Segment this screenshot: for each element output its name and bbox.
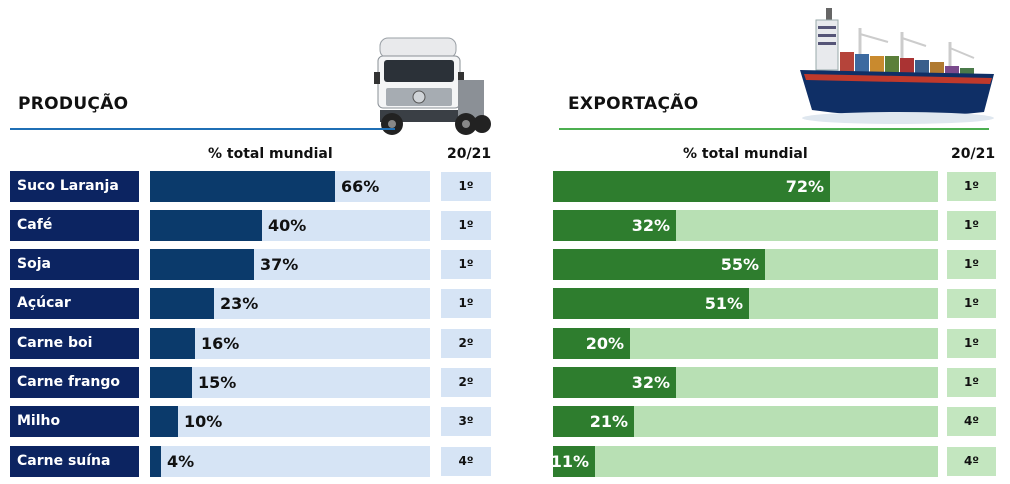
export-bar — [553, 288, 749, 319]
export-bar-track: 11% — [550, 446, 938, 477]
production-category-label: Milho — [10, 406, 139, 437]
export-bar — [553, 367, 676, 398]
production-bar-value-label: 40% — [268, 216, 307, 235]
production-bar-track: 37% — [150, 249, 430, 280]
export-bar — [553, 406, 634, 437]
production-rank-badge: 1º — [441, 289, 491, 318]
export-bar-value-label: 51% — [704, 294, 743, 313]
export-rank-badge: 1º — [947, 211, 996, 240]
export-value-header: % total mundial — [683, 146, 808, 162]
export-bar-value-label: 21% — [589, 412, 628, 431]
export-bar — [553, 171, 830, 202]
export-panel: EXPORTAÇÃO % total mundial 20/21 72% 1º 32… — [550, 0, 1010, 484]
production-rank-badge: 1º — [441, 250, 491, 279]
export-rank-badge: 4º — [947, 447, 996, 476]
production-bar — [150, 171, 335, 202]
production-category-label: Soja — [10, 249, 139, 280]
export-rank-header: 20/21 — [951, 146, 996, 162]
export-bar-track: 72% — [553, 171, 938, 202]
production-rank-badge: 2º — [441, 329, 491, 358]
export-bar-value-label: 20% — [585, 334, 624, 353]
production-bar-track: 40% — [150, 210, 430, 241]
export-bar-track: 32% — [553, 210, 938, 241]
production-panel: PRODUÇÃO % total mundial 20/21 Suco Lara… — [0, 0, 500, 484]
production-rule — [10, 128, 395, 130]
production-rank-badge: 1º — [441, 211, 491, 240]
export-bar — [553, 446, 595, 477]
export-bar-track: 55% — [553, 249, 938, 280]
production-bar — [150, 328, 195, 359]
export-rank-badge: 4º — [947, 407, 996, 436]
export-rank-badge: 1º — [947, 172, 996, 201]
truck-icon — [374, 37, 491, 135]
production-rank-badge: 2º — [441, 368, 491, 397]
export-rank-badge: 1º — [947, 329, 996, 358]
production-bar — [150, 249, 254, 280]
export-bar — [553, 210, 676, 241]
production-rank-header: 20/21 — [447, 146, 492, 162]
production-rank-badge: 4º — [441, 447, 491, 476]
production-bar-track: 23% — [150, 288, 430, 319]
export-bar — [553, 249, 765, 280]
export-bar-value-label: 11% — [550, 452, 589, 471]
export-rule — [559, 128, 989, 130]
production-bar-value-label: 15% — [198, 373, 237, 392]
export-bar-value-label: 55% — [720, 255, 759, 274]
production-bar — [150, 406, 178, 437]
production-bar — [150, 288, 214, 319]
production-category-label: Carne suína — [10, 446, 139, 477]
production-bar — [150, 446, 161, 477]
production-category-label: Carne boi — [10, 328, 139, 359]
export-bar-value-label: 32% — [631, 216, 670, 235]
production-bar-value-label: 4% — [167, 452, 195, 471]
export-rank-badge: 1º — [947, 289, 996, 318]
production-bar-track: 16% — [150, 328, 430, 359]
production-bar-track: 10% — [150, 406, 430, 437]
production-category-label: Café — [10, 210, 139, 241]
export-bar-track: 51% — [553, 288, 938, 319]
production-bar-value-label: 37% — [260, 255, 299, 274]
production-rank-badge: 1º — [441, 172, 491, 201]
export-bar-value-label: 32% — [631, 373, 670, 392]
production-category-label: Carne frango — [10, 367, 139, 398]
export-heading: EXPORTAÇÃO — [568, 94, 699, 114]
production-category-label: Açúcar — [10, 288, 139, 319]
production-rank-badge: 3º — [441, 407, 491, 436]
production-bar-value-label: 10% — [184, 412, 223, 431]
production-heading: PRODUÇÃO — [18, 94, 129, 114]
export-bar-track: 32% — [553, 367, 938, 398]
production-bar-track: 4% — [150, 446, 430, 477]
production-category-label: Suco Laranja — [10, 171, 139, 202]
export-rank-badge: 1º — [947, 250, 996, 279]
production-bar-value-label: 23% — [220, 294, 259, 313]
production-bar-track: 15% — [150, 367, 430, 398]
production-bar-value-label: 16% — [201, 334, 240, 353]
production-value-header: % total mundial — [208, 146, 333, 162]
export-bar-track: 21% — [553, 406, 938, 437]
export-bar — [553, 328, 630, 359]
production-bar — [150, 367, 192, 398]
production-bar-value-label: 66% — [341, 177, 380, 196]
cargo-ship-icon — [800, 8, 994, 124]
export-bar-value-label: 72% — [785, 177, 824, 196]
production-bar — [150, 210, 262, 241]
production-bar-track: 66% — [150, 171, 430, 202]
export-rank-badge: 1º — [947, 368, 996, 397]
export-bar-track: 20% — [553, 328, 938, 359]
